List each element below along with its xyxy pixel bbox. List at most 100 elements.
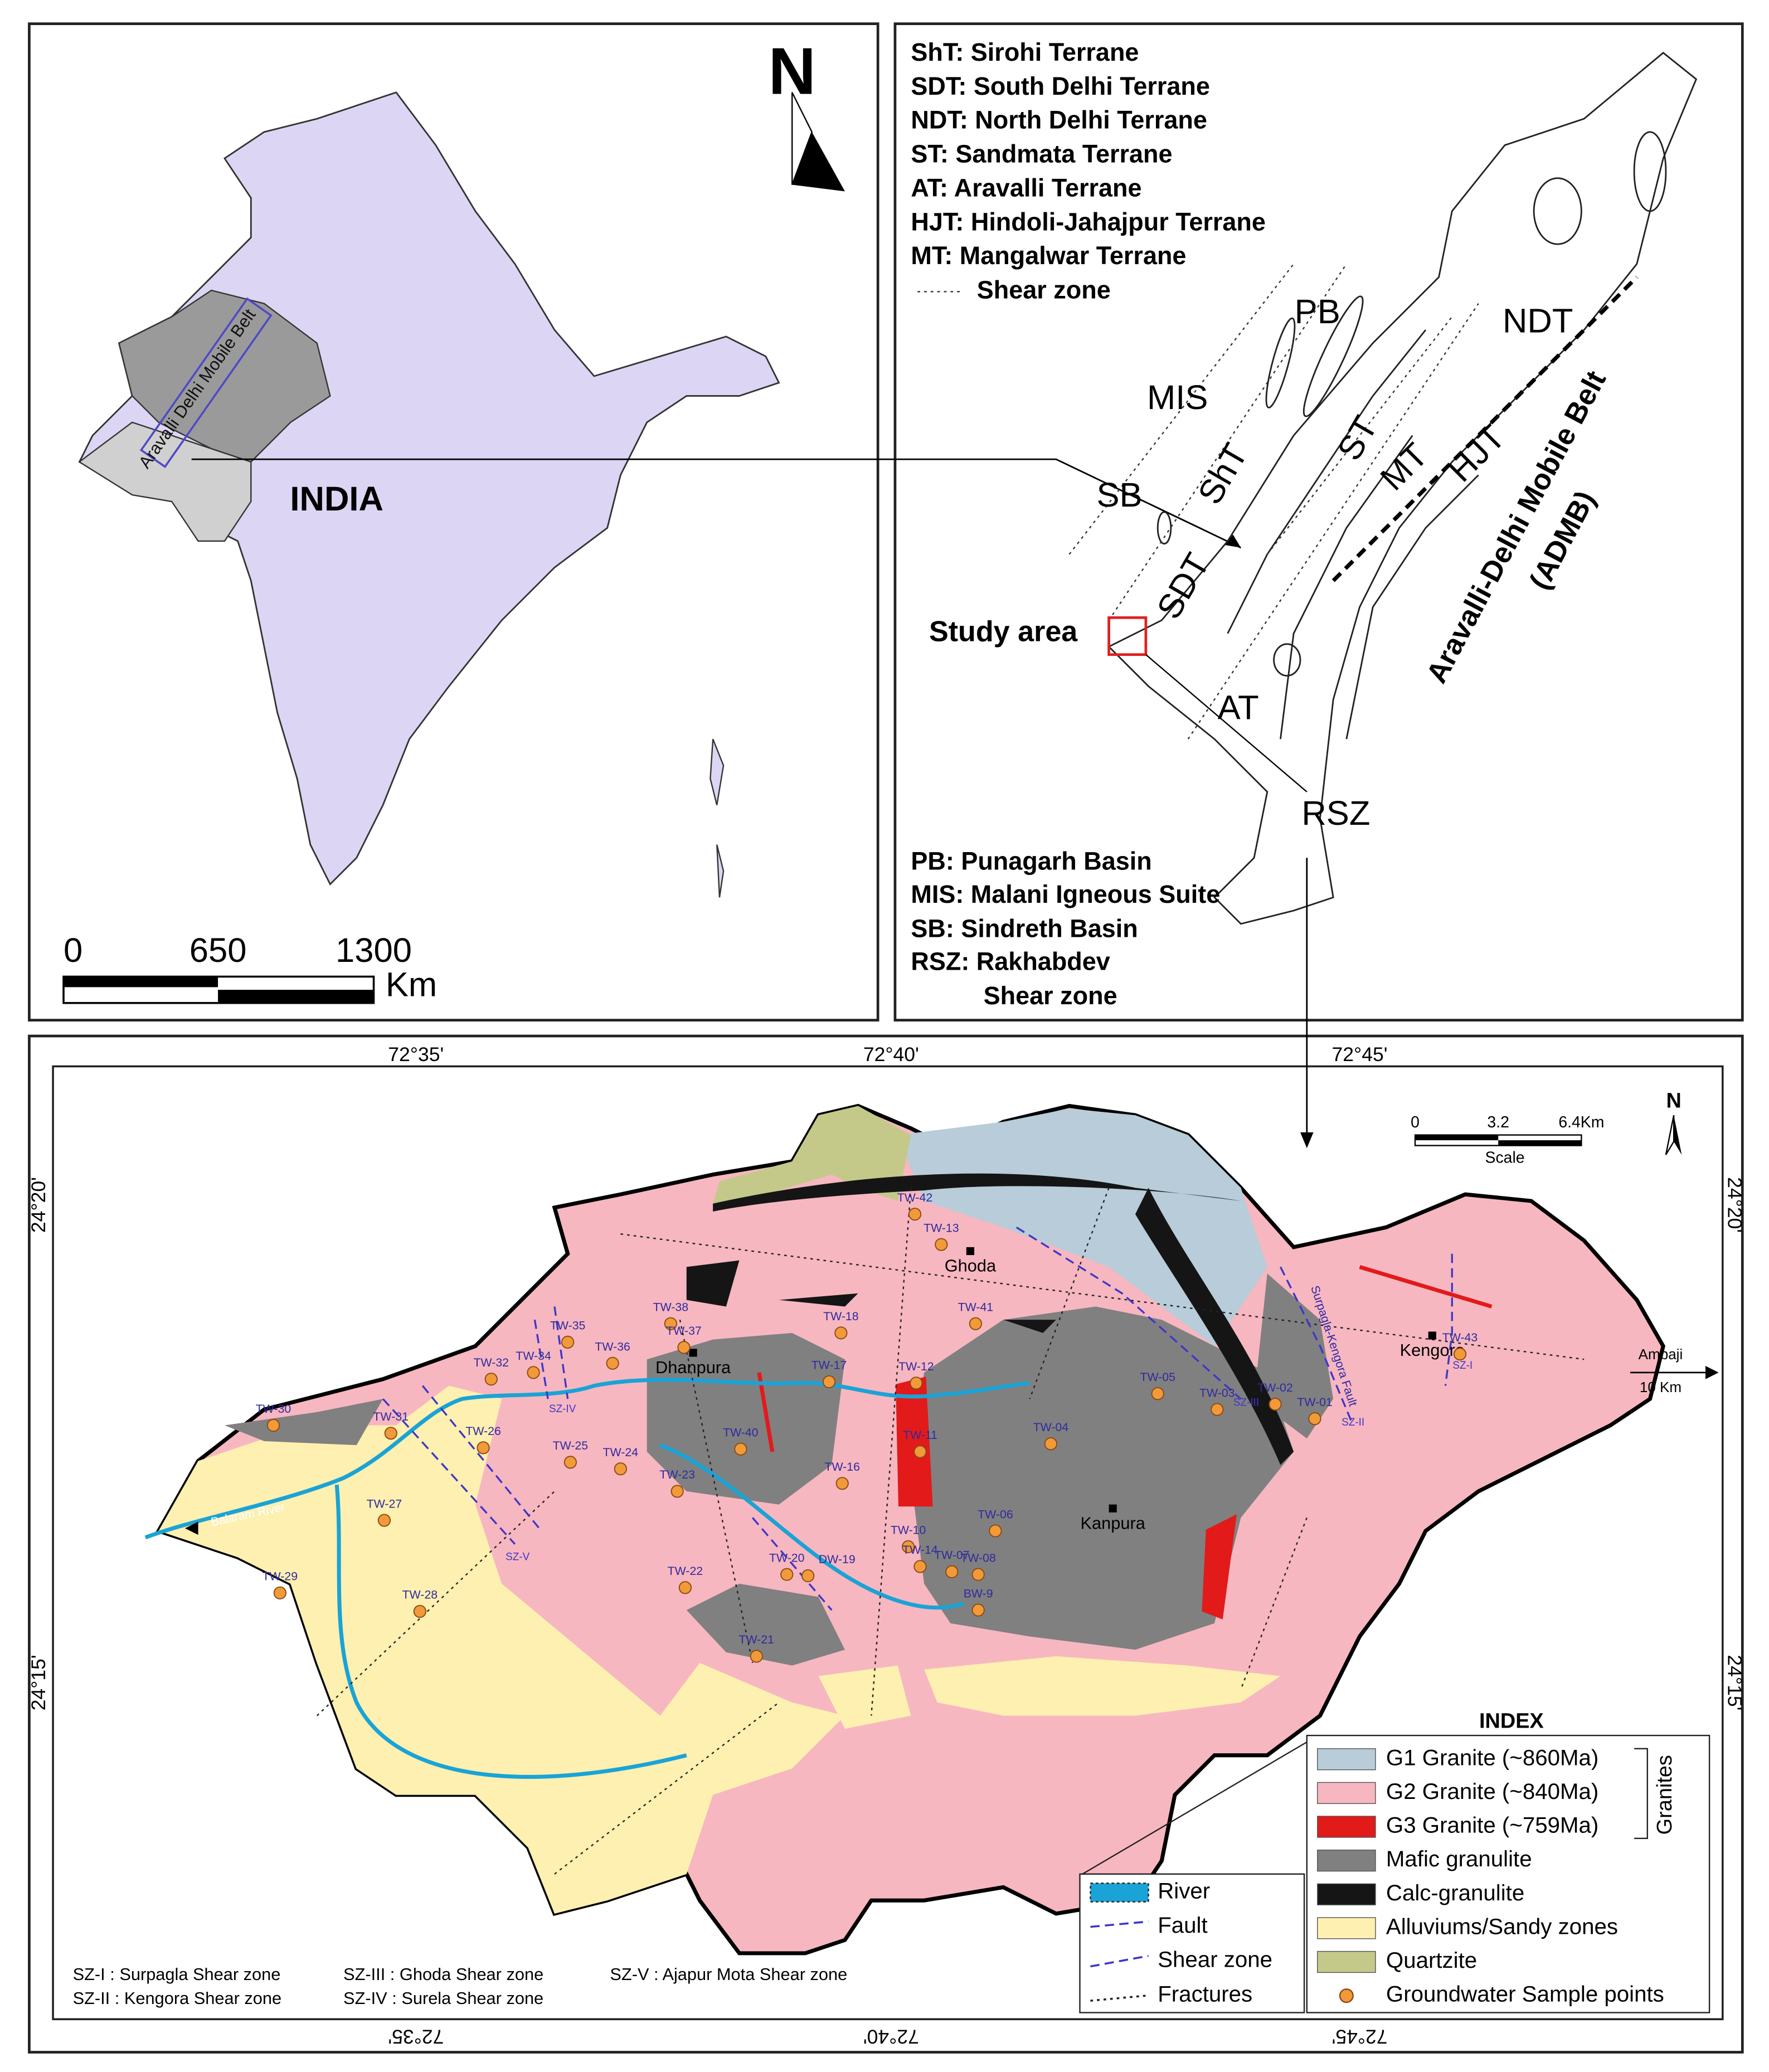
shear-zone-note: SZ-IV : Surela Shear zone <box>343 1988 543 2008</box>
index-item: Groundwater Sample points <box>1386 1982 1664 2007</box>
index-swatch <box>1317 1917 1376 1939</box>
shear-zone-tag: SZ-III <box>1233 1397 1259 1408</box>
arrowhead <box>184 1521 198 1535</box>
latitude-label: 24°15' <box>1723 1655 1746 1710</box>
sample-label: TW-24 <box>603 1446 639 1459</box>
shear-zone <box>1015 1226 1242 1400</box>
scale-label: Scale <box>1485 1149 1525 1167</box>
longitude-label: 72°45' <box>1332 1043 1388 1066</box>
shear-zone-note: SZ-V : Ajapur Mota Shear zone <box>610 1964 847 1984</box>
symbol-label: Fractures <box>1158 1981 1252 2006</box>
latitude-label: 24°20' <box>27 1177 50 1233</box>
basin-legend: RSZ: Rakhabdev <box>911 947 1110 976</box>
shear-zone <box>382 1385 542 1545</box>
sample-point <box>910 1377 923 1390</box>
scale-tick-label: 3.2 <box>1487 1113 1509 1131</box>
shear-zone <box>533 1306 569 1399</box>
shear-zone-tag: SZ-V <box>506 1551 530 1563</box>
panel-b-frame <box>893 22 1744 1022</box>
sample-label: TW-01 <box>1297 1395 1333 1409</box>
terrane-boundary <box>1280 435 1413 740</box>
shear-zone <box>1444 1253 1453 1386</box>
sample-point <box>384 1427 397 1440</box>
shear-zone-lines <box>382 1226 1453 1611</box>
sample-point <box>1453 1348 1467 1361</box>
scale-bar-a-seg <box>64 976 218 988</box>
sample-label: TW-10 <box>891 1524 926 1537</box>
country-label: INDIA <box>290 480 383 518</box>
sample-point <box>1211 1403 1224 1416</box>
scale-tick-label: 650 <box>189 931 247 970</box>
granites-label: Granites <box>1653 1755 1676 1835</box>
sample-label: TW-23 <box>659 1468 695 1481</box>
latitude-label: 24°20' <box>1723 1177 1746 1233</box>
ndt-outline <box>1533 177 1582 245</box>
river <box>144 1378 1030 1779</box>
panel-c-inner-frame <box>52 1065 1724 2021</box>
terrane-legend: MT: Mangalwar Terrane <box>911 241 1186 270</box>
sample-point <box>780 1568 794 1581</box>
sample-point <box>670 1485 684 1498</box>
sample-point <box>563 1456 577 1469</box>
fracture <box>554 1701 780 1875</box>
index-title: INDEX <box>1479 1709 1544 1733</box>
fractures <box>316 1187 1585 1875</box>
sample-label: TW-20 <box>769 1551 805 1564</box>
shear-zone-tag: SZ-I <box>1452 1360 1472 1371</box>
index-item: G3 Granite (~759Ma) <box>1386 1813 1598 1838</box>
granite-bracket <box>1634 1748 1648 1840</box>
shear-zone-note: SZ-III : Ghoda Shear zone <box>343 1964 543 1984</box>
outline <box>1273 643 1301 677</box>
town-label: Dhanpura <box>655 1358 731 1377</box>
sample-label: TW-22 <box>668 1564 703 1578</box>
sample-label: BW-9 <box>964 1587 993 1600</box>
town-marker <box>966 1247 975 1256</box>
shear-zones <box>917 263 1479 740</box>
sample-label: TW-02 <box>1257 1381 1293 1394</box>
map-label: SB <box>1096 476 1142 514</box>
fracture <box>871 1188 912 1716</box>
symbol-swatch <box>1090 1994 1149 2002</box>
sample-label: TW-17 <box>811 1359 847 1372</box>
sample-label: TW-04 <box>1033 1421 1069 1434</box>
mafic-granulite <box>911 1306 1294 1650</box>
sample-label: TW-29 <box>263 1570 298 1583</box>
fracture <box>679 1319 754 1664</box>
sample-label: TW-12 <box>898 1360 934 1373</box>
sample-label: TW-18 <box>823 1310 859 1323</box>
sample-label: TW-37 <box>666 1324 702 1337</box>
index-swatch <box>1317 1816 1376 1838</box>
index-item: Calc-granulite <box>1386 1880 1524 1905</box>
sample-point <box>614 1462 627 1476</box>
g1-granite <box>897 1108 1267 1346</box>
longitude-label: 72°35' <box>388 1043 444 1066</box>
map-label: AT <box>1218 688 1259 727</box>
scale-bar-c-seg <box>1498 1140 1582 1146</box>
symbol-swatch <box>1090 1954 1149 1968</box>
sample-label: TW-27 <box>367 1497 402 1510</box>
scale-bar-a-seg <box>218 990 374 1003</box>
study-area-box <box>1107 616 1148 656</box>
shear-zone <box>1279 1266 1354 1426</box>
sample-point <box>484 1373 498 1386</box>
index-swatch <box>1317 1782 1376 1805</box>
map-label: RSZ <box>1301 794 1370 833</box>
scale-bar-c-seg <box>1415 1135 1499 1141</box>
sample-label: TW-38 <box>653 1300 689 1314</box>
ndt-outline <box>1633 131 1667 212</box>
sample-point <box>413 1604 427 1618</box>
shear-zone-tag: SZ-II <box>1342 1417 1364 1428</box>
basin-outline <box>1303 295 1364 417</box>
longitude-label: 72°35' <box>388 2025 444 2047</box>
fracture <box>1240 1517 1308 1690</box>
sample-label: TW-30 <box>256 1402 291 1416</box>
calc-granulite <box>686 1173 1294 1465</box>
sample-point <box>908 1208 922 1221</box>
scale-tick-label: 6.4Km <box>1558 1113 1604 1131</box>
sample-point <box>913 1560 927 1573</box>
study-area-connector <box>1145 654 1308 792</box>
symbol-label: Fault <box>1158 1913 1207 1938</box>
